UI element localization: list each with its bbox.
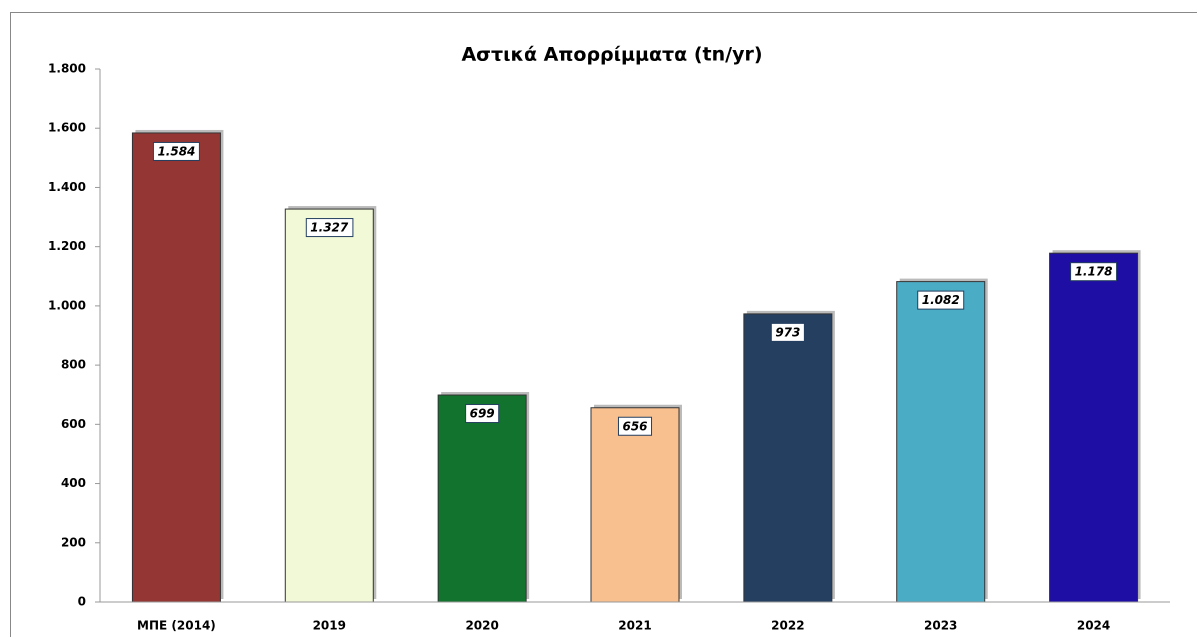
y-tick-label: 1.800: [48, 62, 86, 76]
y-tick-label: 800: [61, 358, 86, 372]
data-label-box: [152, 141, 200, 161]
bar: [896, 281, 986, 603]
y-tick-label: 0: [78, 595, 86, 609]
data-label-box: [305, 218, 354, 238]
data-label-box: [917, 290, 965, 310]
bar: [131, 132, 221, 603]
bar: [743, 313, 833, 603]
data-label: 699: [470, 407, 495, 421]
bar: [590, 407, 680, 603]
x-tick-label: 2020: [465, 619, 498, 633]
data-label: 1.584: [157, 144, 195, 158]
y-tick-label: 1.000: [48, 298, 86, 312]
bar: [1049, 252, 1139, 603]
x-tick-label: 2021: [618, 619, 651, 633]
y-tick-label: 1.600: [48, 121, 86, 135]
chart-title: Αστικά Απορρίμματα (tn/yr): [461, 44, 762, 66]
y-tick-label: 400: [61, 476, 86, 490]
bar: [437, 394, 527, 603]
data-label: 973: [775, 325, 800, 339]
bar: [284, 208, 374, 603]
x-tick-label: 2022: [771, 619, 804, 633]
x-tick-label: 2023: [924, 619, 957, 633]
data-label-box: [617, 416, 653, 436]
data-label-box: [770, 322, 805, 342]
data-label: 1.082: [922, 293, 960, 307]
data-label-box: [465, 404, 500, 424]
data-label-box: [1070, 262, 1118, 282]
y-tick-label: 600: [61, 417, 86, 431]
y-tick-label: 200: [61, 535, 86, 549]
data-label: 656: [622, 419, 647, 433]
x-tick-label: 2024: [1077, 619, 1110, 633]
data-label: 1.178: [1075, 265, 1113, 279]
x-tick-label: 2019: [313, 619, 346, 633]
x-tick-label: ΜΠΕ (2014): [137, 619, 216, 633]
y-tick-label: 1.200: [48, 239, 86, 253]
y-tick-label: 1.400: [48, 180, 86, 194]
data-label: 1.327: [310, 221, 349, 235]
